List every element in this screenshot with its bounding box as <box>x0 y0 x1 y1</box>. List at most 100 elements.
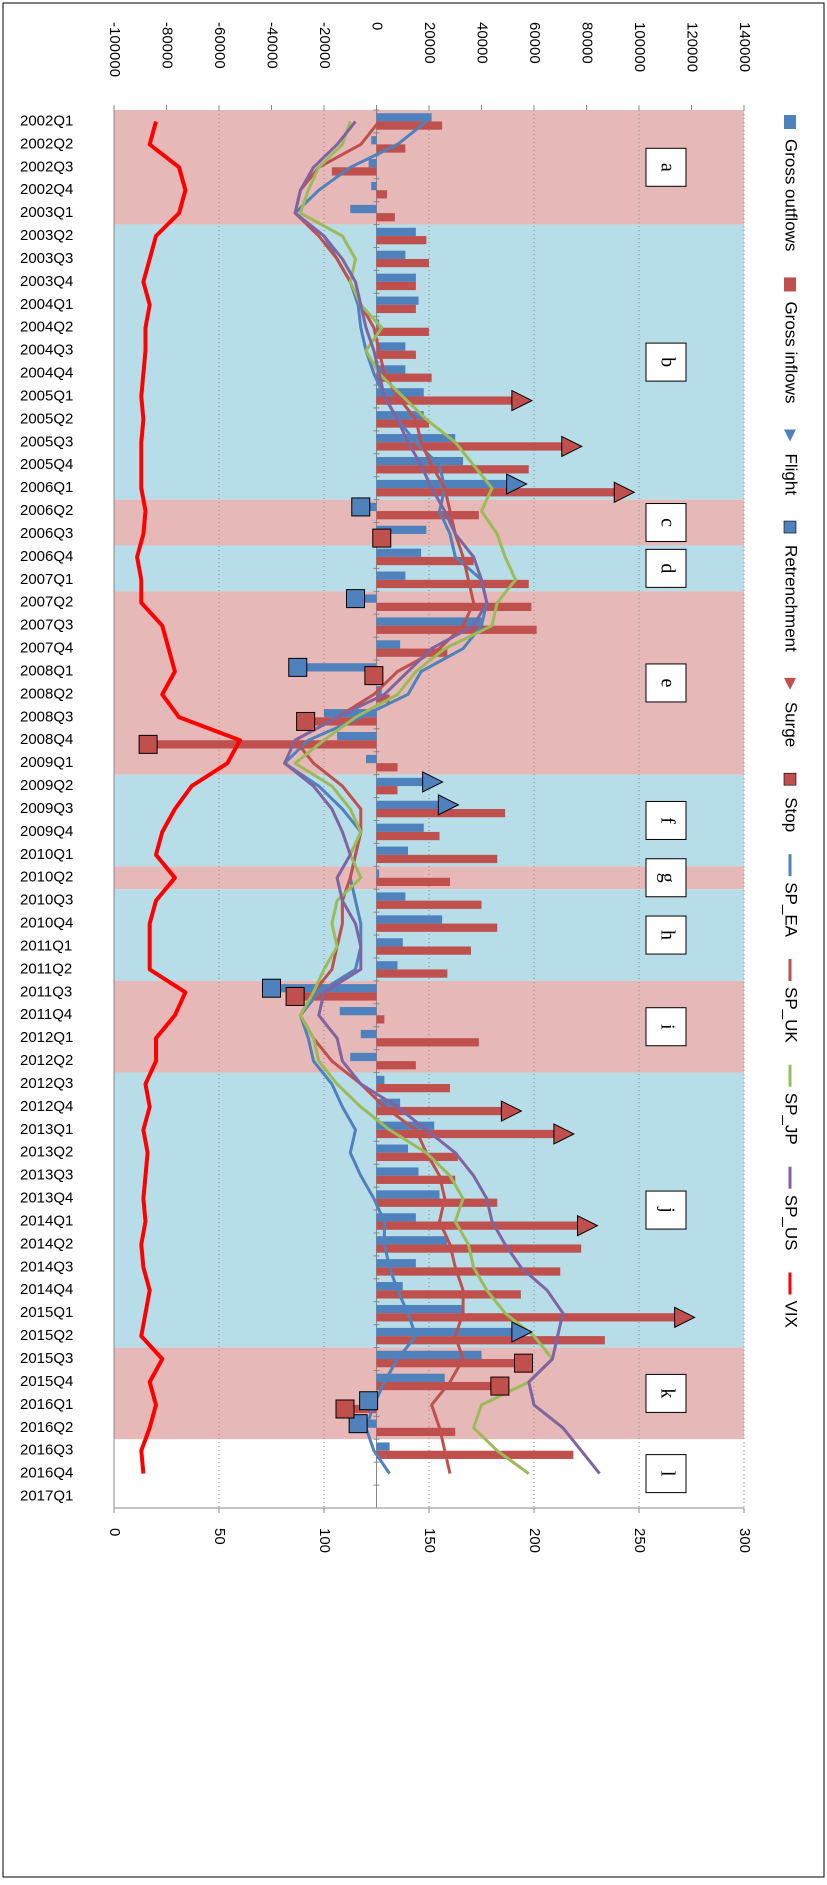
category-label: 2013Q2 <box>20 1144 73 1161</box>
y2-tick-label: 50 <box>211 1528 228 1545</box>
bar <box>337 731 377 741</box>
category-label: 2003Q3 <box>20 250 73 267</box>
legend-label: Stop <box>782 797 801 832</box>
flow-marker <box>138 734 158 754</box>
bar <box>376 1075 385 1085</box>
category-label: 2004Q2 <box>20 319 73 336</box>
flow-marker <box>490 1376 510 1396</box>
category-label: 2010Q4 <box>20 915 73 932</box>
bar <box>360 1029 377 1039</box>
flow-marker <box>511 389 533 412</box>
bar <box>376 411 424 420</box>
category-label: 2002Q4 <box>20 181 73 198</box>
bar <box>376 946 471 955</box>
category-label: 2005Q1 <box>20 387 73 404</box>
category-label: 2005Q3 <box>20 433 73 450</box>
category-label: 2016Q3 <box>20 1442 73 1459</box>
bar <box>376 777 432 787</box>
category-label: 2011Q4 <box>20 1006 72 1023</box>
bar <box>376 640 401 649</box>
legend-swatch <box>784 677 796 690</box>
bar <box>376 579 529 589</box>
y2-tick-label: 100 <box>316 1528 333 1553</box>
category-label: 2006Q4 <box>20 548 73 565</box>
category-label: 2006Q3 <box>20 525 73 542</box>
y2-tick-label: 0 <box>106 1528 123 1536</box>
bar <box>376 227 416 237</box>
bar <box>376 556 474 566</box>
bar <box>376 365 406 374</box>
bar <box>376 1084 450 1093</box>
category-label: 2010Q2 <box>20 869 73 886</box>
y-tick-label: 140000 <box>736 22 753 72</box>
bar <box>376 1175 456 1184</box>
category-label: 2002Q3 <box>20 158 73 175</box>
category-label: 2012Q2 <box>20 1052 73 1069</box>
legend-label: SP_US <box>782 1195 801 1251</box>
y-tick-label: -80000 <box>159 22 176 69</box>
legend-label: Flight <box>782 453 801 495</box>
bar <box>366 754 377 764</box>
flow-marker <box>506 473 528 495</box>
bar <box>376 823 424 832</box>
series-line <box>283 120 601 1475</box>
bar <box>376 938 403 947</box>
legend-label: Gross outflows <box>782 139 801 251</box>
bar <box>376 258 429 268</box>
episode-label: f <box>656 817 678 824</box>
bar <box>376 1327 521 1337</box>
flow-marker <box>288 657 308 677</box>
bar <box>376 113 432 122</box>
y-tick-label: 20000 <box>421 22 438 64</box>
category-label: 2008Q2 <box>20 685 73 702</box>
flow-marker <box>437 794 460 816</box>
episode-label: b <box>656 357 678 367</box>
legend-label: VIX <box>782 1300 801 1327</box>
y-tick-label: 40000 <box>474 22 491 64</box>
flow-marker <box>577 1214 599 1237</box>
category-label: 2005Q2 <box>20 410 73 427</box>
category-label: 2006Q1 <box>20 479 73 496</box>
episode-box <box>645 858 687 898</box>
category-label: 2011Q3 <box>20 983 72 1000</box>
bar <box>376 786 398 795</box>
bar <box>305 717 377 726</box>
series-line <box>293 120 476 1474</box>
flow-marker <box>514 1353 533 1373</box>
bar <box>376 190 387 199</box>
bar <box>376 250 406 259</box>
category-label: 2013Q1 <box>20 1121 73 1138</box>
bar <box>295 992 377 1001</box>
bar <box>376 877 450 887</box>
bar <box>376 396 521 405</box>
bar <box>376 1129 563 1139</box>
bar <box>376 846 408 855</box>
episode-box <box>645 800 687 840</box>
episode-box <box>645 548 687 588</box>
category-label: 2010Q3 <box>20 892 73 909</box>
bar <box>376 617 482 626</box>
y-tick-label: 0 <box>369 22 386 30</box>
bar <box>376 831 440 841</box>
bar <box>376 1290 521 1299</box>
bar <box>376 602 532 611</box>
category-label: 2015Q1 <box>20 1304 73 1321</box>
episode-label: c <box>656 518 678 527</box>
episode-box <box>645 503 687 543</box>
bar <box>331 167 377 176</box>
bar <box>148 740 377 749</box>
flow-marker <box>285 986 305 1006</box>
category-label: 2008Q3 <box>20 708 73 725</box>
bar <box>376 304 416 314</box>
flow-marker <box>364 666 384 686</box>
bar <box>376 1259 416 1268</box>
bar <box>376 1061 416 1070</box>
episode-box <box>645 1007 687 1047</box>
flow-marker <box>422 771 444 793</box>
category-label: 2009Q1 <box>20 754 73 771</box>
bar <box>376 1152 458 1162</box>
bar <box>376 1304 464 1314</box>
flow-marker <box>674 1306 696 1329</box>
y-tick-label: 120000 <box>684 22 701 72</box>
bar <box>376 213 395 222</box>
